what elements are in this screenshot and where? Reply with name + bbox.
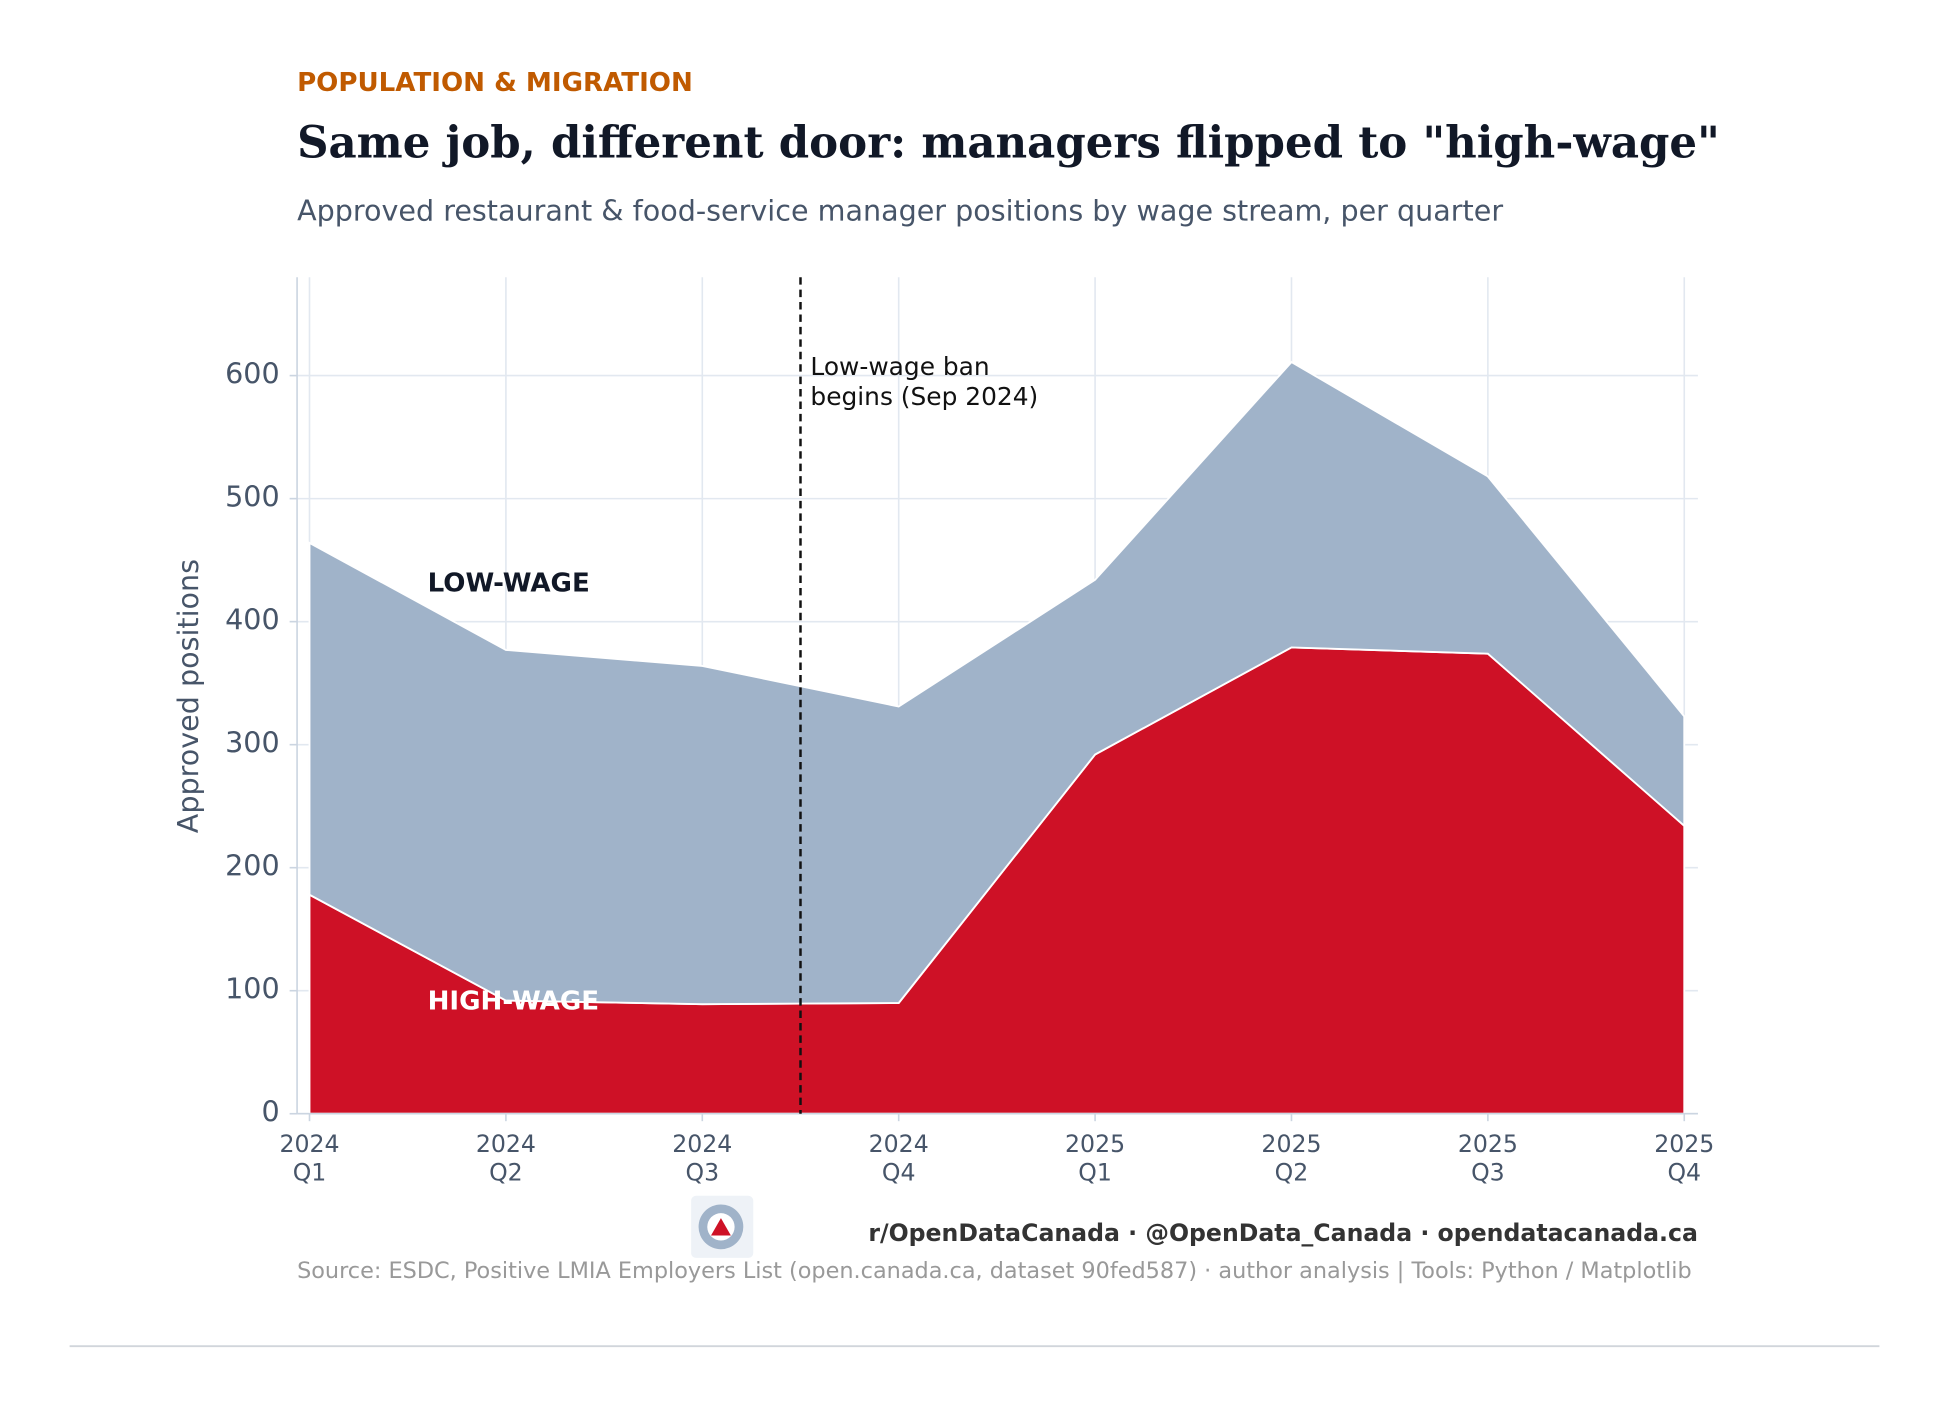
logo bbox=[691, 1195, 754, 1258]
x-tick-label: 2025 Q4 bbox=[1654, 1129, 1714, 1186]
x-tick-label: 2025 Q1 bbox=[1065, 1129, 1125, 1186]
y-tick-label: 500 bbox=[225, 480, 280, 514]
source: Source: ESDC, Positive LMIA Employers Li… bbox=[297, 1258, 1692, 1284]
y-axis-label: Approved positions bbox=[171, 559, 205, 833]
y-tick-label: 0 bbox=[261, 1095, 279, 1129]
y-tick-label: 100 bbox=[225, 972, 280, 1006]
x-tick-label: 2025 Q3 bbox=[1458, 1129, 1518, 1186]
x-tick-label: 2024 Q2 bbox=[476, 1129, 536, 1186]
x-tick-label: 2025 Q2 bbox=[1261, 1129, 1321, 1186]
y-tick-label: 200 bbox=[225, 849, 280, 883]
x-tick-label: 2024 Q3 bbox=[672, 1129, 732, 1186]
x-tick-label: 2024 Q4 bbox=[869, 1129, 929, 1186]
credits: r/OpenDataCanada · @OpenData_Canada · op… bbox=[868, 1219, 1698, 1247]
series-label: LOW-WAGE bbox=[428, 569, 590, 599]
y-tick-label: 300 bbox=[225, 726, 280, 760]
chart-subtitle: Approved restaurant & food-service manag… bbox=[297, 194, 1503, 228]
kicker: POPULATION & MIGRATION bbox=[297, 68, 693, 98]
annotation: begins (Sep 2024) bbox=[810, 382, 1038, 411]
annotation: Low-wage ban bbox=[810, 352, 989, 381]
x-tick-label: 2024 Q1 bbox=[279, 1129, 339, 1186]
y-tick-label: 400 bbox=[225, 603, 280, 637]
area bbox=[308, 360, 1686, 1006]
y-tick-label: 600 bbox=[225, 357, 280, 391]
chart-title: Same job, different door: managers flipp… bbox=[297, 118, 1720, 169]
series-label: HIGH-WAGE bbox=[428, 986, 600, 1016]
